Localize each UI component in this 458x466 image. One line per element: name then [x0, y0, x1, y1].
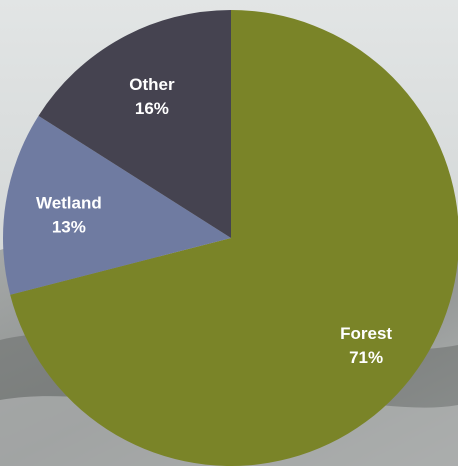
slice-label-forest: Forest — [340, 324, 392, 343]
pie-slice-wetland — [2, 115, 231, 295]
pie-slice-other — [38, 10, 232, 238]
slice-value-wetland: 13% — [52, 217, 86, 236]
slice-value-other: 16% — [135, 99, 169, 118]
pie-labels: Forest 71% Wetland 13% Other 16% — [36, 75, 392, 367]
pie-slice-forest — [10, 10, 458, 466]
pie-slices — [2, 10, 458, 466]
slice-value-forest: 71% — [349, 348, 383, 367]
slice-label-wetland: Wetland — [36, 193, 102, 212]
slice-label-other: Other — [129, 75, 175, 94]
